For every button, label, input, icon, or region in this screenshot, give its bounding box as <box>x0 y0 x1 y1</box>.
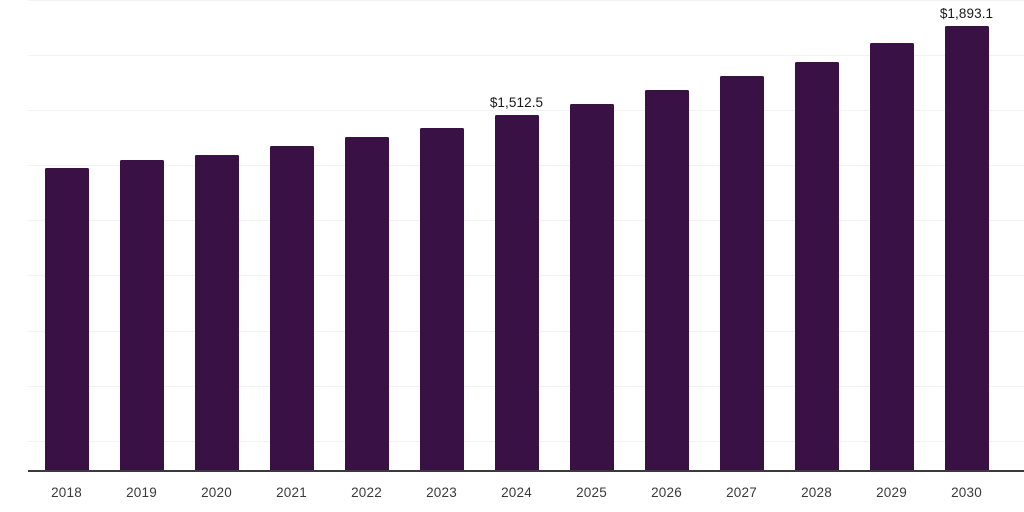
bar[interactable] <box>269 146 314 470</box>
bar-group[interactable] <box>554 0 629 470</box>
bar[interactable] <box>794 62 839 470</box>
x-axis-tick-label: 2024 <box>501 485 532 500</box>
bar[interactable] <box>644 90 689 470</box>
bar-group[interactable] <box>329 0 404 470</box>
bar-group[interactable] <box>179 0 254 470</box>
bar-group[interactable] <box>254 0 329 470</box>
bar[interactable] <box>569 104 614 470</box>
x-axis-tick-label: 2019 <box>126 485 157 500</box>
plot-area: $1,512.5 $1,893.1 <box>28 0 1024 472</box>
bar-group[interactable] <box>29 0 104 470</box>
bar-group[interactable] <box>104 0 179 470</box>
bar-group[interactable] <box>404 0 479 470</box>
x-axis-tick-label: 2025 <box>576 485 607 500</box>
x-axis-line <box>28 470 1024 472</box>
bar-group[interactable] <box>704 0 779 470</box>
x-axis-tick-label: 2022 <box>351 485 382 500</box>
bar[interactable] <box>869 43 914 470</box>
bar-group[interactable]: $1,893.1 <box>929 0 1004 470</box>
bar-value-label: $1,893.1 <box>939 5 994 21</box>
x-axis-tick-label: 2020 <box>201 485 232 500</box>
x-axis-tick-label: 2029 <box>876 485 907 500</box>
x-axis-tick-label: 2026 <box>651 485 682 500</box>
x-axis-tick-label: 2021 <box>276 485 307 500</box>
x-axis-tick-label: 2023 <box>426 485 457 500</box>
x-axis-tick-label: 2030 <box>951 485 982 500</box>
bar-group[interactable] <box>629 0 704 470</box>
bar[interactable] <box>344 137 389 470</box>
bars-layer: $1,512.5 $1,893.1 <box>29 0 1004 470</box>
x-axis-tick-label: 2028 <box>801 485 832 500</box>
bar[interactable] <box>44 168 89 470</box>
bar[interactable] <box>719 76 764 470</box>
bar-group[interactable]: $1,512.5 <box>479 0 554 470</box>
bar[interactable] <box>119 160 164 470</box>
bar-group[interactable] <box>854 0 929 470</box>
bar[interactable] <box>944 26 989 470</box>
x-axis-tick-labels: 2018 2019 2020 2021 2022 2023 2024 2025 2026 2027… <box>0 471 1024 512</box>
x-axis-tick-label: 2018 <box>51 485 82 500</box>
bar[interactable] <box>494 115 539 470</box>
bar[interactable] <box>194 155 239 470</box>
bar[interactable] <box>419 128 464 470</box>
bar-value-label: $1,512.5 <box>489 94 544 110</box>
bar-group[interactable] <box>779 0 854 470</box>
x-axis-tick-label: 2027 <box>726 485 757 500</box>
